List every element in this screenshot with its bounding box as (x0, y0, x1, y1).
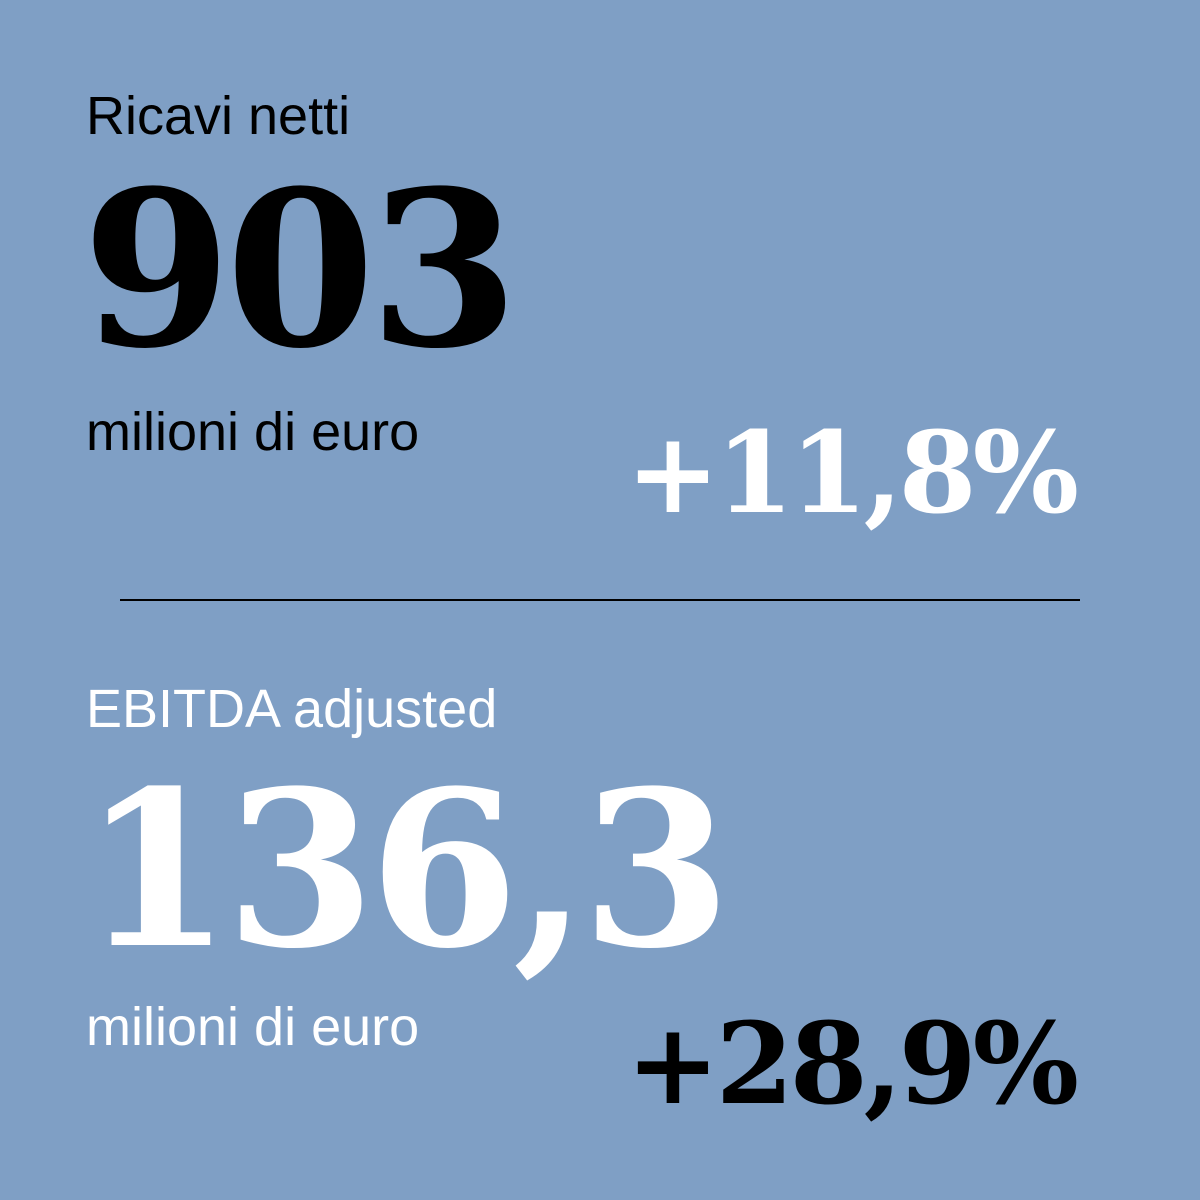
metric-value: 136,3 (82, 743, 725, 996)
metric-label: EBITDA adjusted (86, 679, 497, 739)
metric-label: Ricavi netti (86, 86, 350, 146)
metric-change: +11,8% (626, 408, 1077, 539)
metric-value: 903 (82, 143, 513, 396)
metric-unit: milioni di euro (86, 402, 419, 462)
metric-change: +28,9% (626, 999, 1077, 1130)
metric-unit: milioni di euro (86, 997, 419, 1057)
